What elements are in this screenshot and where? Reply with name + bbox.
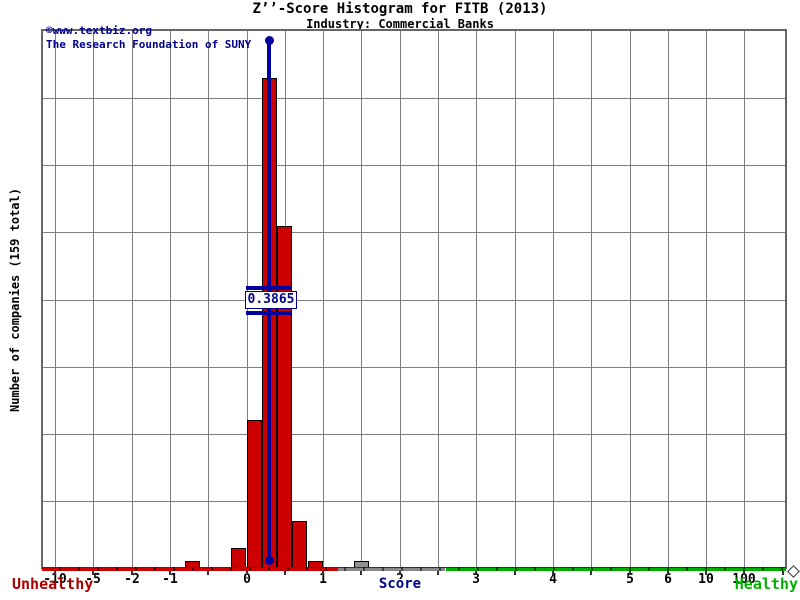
x-axis-tick xyxy=(246,571,248,575)
x-axis-tick xyxy=(169,571,171,575)
gridline-vertical xyxy=(361,31,362,568)
gridline-vertical xyxy=(553,31,554,568)
gridline-vertical xyxy=(744,31,745,568)
histogram-bar xyxy=(277,226,292,568)
x-axis-title: Score xyxy=(378,576,422,592)
x-tick-label: 1 xyxy=(319,572,327,587)
watermark-site: ©www.textbiz.org xyxy=(46,24,152,37)
gridline-vertical xyxy=(323,31,324,568)
x-axis-tick xyxy=(131,571,133,575)
x-tick-label: 0 xyxy=(243,572,251,587)
marker-crossbar-lower xyxy=(246,311,292,315)
x-tick-label: 6 xyxy=(664,572,672,587)
y-tick-label: 10 xyxy=(798,493,800,509)
x-tick-label: -1 xyxy=(162,572,178,587)
x-axis-tick xyxy=(629,571,631,575)
plot-border-right xyxy=(785,29,787,569)
y-tick-label: 60 xyxy=(798,157,800,173)
x-axis-tick xyxy=(437,571,439,575)
gridline-vertical xyxy=(591,31,592,568)
x-tick-label: 5 xyxy=(626,572,634,587)
x-axis-tick xyxy=(92,571,94,575)
gridline-vertical xyxy=(668,31,669,568)
y-tick-label: 80 xyxy=(798,23,800,39)
marker-value-label: 0.3865 xyxy=(245,291,297,309)
gridline-vertical xyxy=(93,31,94,568)
gridline-vertical xyxy=(476,31,477,568)
x-axis-tick xyxy=(667,571,669,575)
gridline-horizontal xyxy=(43,165,785,166)
gridline-vertical xyxy=(630,31,631,568)
y-tick-label: 70 xyxy=(798,90,800,106)
gridline-vertical xyxy=(706,31,707,568)
x-axis-tick xyxy=(514,571,516,575)
x-tick-label: 4 xyxy=(549,572,557,587)
gridline-horizontal xyxy=(43,367,785,368)
gridline-horizontal xyxy=(43,434,785,435)
gridline-horizontal xyxy=(43,501,785,502)
y-tick-label: 30 xyxy=(798,359,800,375)
unhealthy-zone-label: Unhealthy xyxy=(12,575,94,593)
x-tick-label: 10 xyxy=(698,572,714,587)
x-axis-tick xyxy=(322,571,324,575)
plot-border-top xyxy=(41,29,787,31)
x-axis-tick xyxy=(705,571,707,575)
chart-title: Z’’-Score Histogram for FITB (2013) xyxy=(252,1,548,17)
marker-top-dot xyxy=(265,36,274,45)
x-tick-label: 2 xyxy=(396,572,404,587)
marker-bottom-dot xyxy=(265,556,274,565)
histogram-bar xyxy=(231,548,246,568)
chart-subtitle: Industry: Commercial Banks xyxy=(306,17,494,31)
x-tick-label: -5 xyxy=(85,572,101,587)
gridline-vertical xyxy=(170,31,171,568)
gridline-horizontal xyxy=(43,300,785,301)
x-tick-label: -10 xyxy=(43,572,67,587)
x-axis-tick xyxy=(284,571,286,575)
gridline-vertical xyxy=(208,31,209,568)
watermark-foundation: The Research Foundation of SUNY xyxy=(46,38,252,51)
x-axis-tick xyxy=(782,571,784,575)
gridline-vertical xyxy=(400,31,401,568)
x-axis-minor-ticks xyxy=(42,567,786,571)
x-axis-tick xyxy=(475,571,477,575)
y-tick-label: 20 xyxy=(798,426,800,442)
x-tick-label: 100 xyxy=(732,572,756,587)
x-axis-tick xyxy=(743,571,745,575)
gridline-vertical xyxy=(515,31,516,568)
y-tick-label: 50 xyxy=(798,224,800,240)
x-axis-tick xyxy=(207,571,209,575)
histogram-bar xyxy=(292,521,307,568)
x-axis-tick xyxy=(360,571,362,575)
x-axis-tick xyxy=(590,571,592,575)
x-axis-tick xyxy=(399,571,401,575)
y-tick-label: 40 xyxy=(798,292,800,308)
histogram-bar xyxy=(247,420,262,568)
healthy-zone-label: Healthy xyxy=(734,575,798,593)
gridline-horizontal xyxy=(43,98,785,99)
x-tick-label: -2 xyxy=(124,572,140,587)
x-tick-label: 3 xyxy=(472,572,480,587)
x-axis-tick xyxy=(54,571,56,575)
gridline-vertical xyxy=(438,31,439,568)
plot-border-left xyxy=(41,29,43,569)
gridline-vertical xyxy=(55,31,56,568)
x-axis-tick xyxy=(552,571,554,575)
gridline-horizontal xyxy=(43,232,785,233)
marker-crossbar-upper xyxy=(246,286,292,290)
gridline-vertical xyxy=(132,31,133,568)
